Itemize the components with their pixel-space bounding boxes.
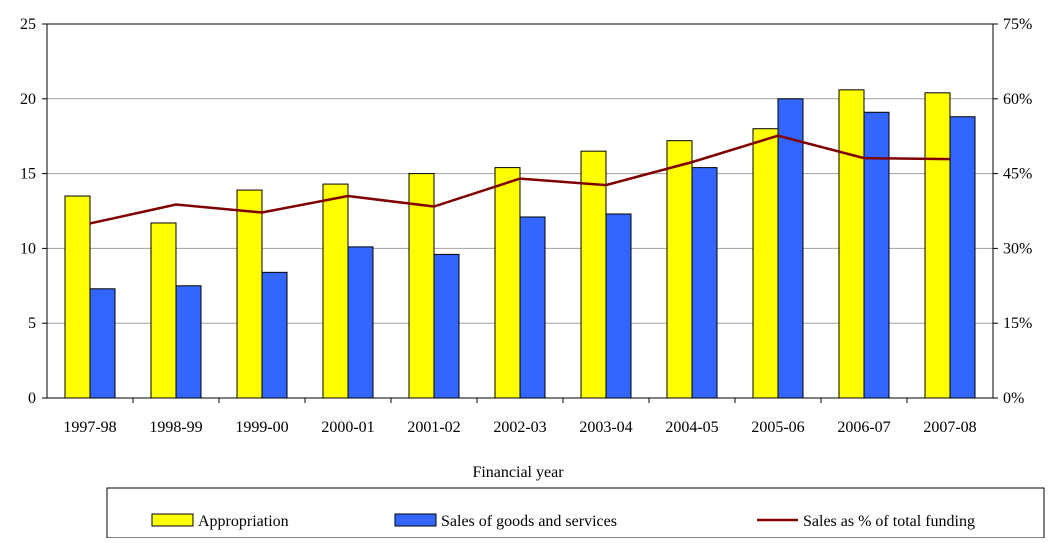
y2-tick-label: 0% (1003, 390, 1024, 407)
y-tick-label: 15 (20, 166, 36, 183)
bar-sales (605, 213, 632, 399)
x-tick-label: 2000-01 (321, 419, 374, 436)
y2-tick-label: 30% (1003, 240, 1032, 257)
bar-appropriation (924, 92, 951, 399)
bar-sales (89, 288, 116, 399)
bar-appropriation (236, 189, 263, 399)
y-tick-label: 20 (20, 91, 36, 108)
y2-tick-label: 45% (1003, 166, 1032, 183)
bar-appropriation (150, 222, 177, 399)
bar-appropriation (838, 89, 865, 399)
legend-swatch (151, 513, 194, 527)
bar-appropriation (322, 183, 349, 399)
bar-appropriation (752, 128, 779, 399)
y2-tick-label: 75% (1003, 16, 1032, 33)
x-tick-label: 1998-99 (149, 419, 202, 436)
legend: Appropriation Sales of goods and services… (106, 487, 1045, 539)
x-tick-label: 2001-02 (407, 419, 460, 436)
x-axis: 1997-98 1998-99 1999-00 2000-01 2001-02 2002-… (63, 398, 977, 436)
bar-sales (519, 216, 546, 399)
bar-sales (691, 167, 718, 399)
x-tick-label: 2004-05 (665, 419, 718, 436)
bar-appropriation (494, 167, 521, 399)
x-tick-label: 2007-08 (923, 419, 976, 436)
x-axis-title: Financial year (472, 464, 564, 481)
x-tick-label: 2003-04 (579, 419, 632, 436)
bar-sales (347, 246, 374, 399)
legend-label: Sales of goods and services (441, 513, 617, 530)
y-tick-label: 10 (20, 240, 36, 257)
y-axis-left: 0 5 10 15 20 25 (20, 16, 47, 407)
y2-tick-label: 15% (1003, 315, 1032, 332)
bar-sales (261, 271, 288, 399)
x-tick-label: 2006-07 (837, 419, 890, 436)
y-tick-label: 5 (28, 315, 36, 332)
plot-area-frame (46, 23, 994, 399)
x-tick-label: 2005-06 (751, 419, 804, 436)
legend-swatch (394, 513, 437, 527)
x-tick-label: 1999-00 (235, 419, 288, 436)
x-tick-label: 1997-98 (63, 419, 116, 436)
bar-sales (863, 111, 890, 399)
line-series (89, 134, 951, 225)
x-tick-label: 2002-03 (493, 419, 546, 436)
plot-border (46, 23, 994, 399)
bar-sales (949, 116, 976, 399)
bar-appropriation (408, 173, 435, 399)
bar-sales (777, 98, 804, 399)
y-tick-label: 0 (28, 390, 36, 407)
bar-sales (433, 253, 460, 399)
bar-appropriation (666, 140, 693, 399)
bars (64, 89, 976, 399)
bar-appropriation (580, 150, 607, 399)
legend-label: Appropriation (198, 513, 289, 530)
line-sales-percent (89, 134, 951, 225)
bar-appropriation (64, 195, 91, 399)
legend-label: Sales as % of total funding (803, 513, 975, 530)
bar-sales (175, 285, 202, 399)
y-tick-label: 25 (20, 16, 36, 33)
y-axis-right: 0% 15% 30% 45% 60% 75% (993, 16, 1032, 407)
y2-tick-label: 60% (1003, 91, 1032, 108)
